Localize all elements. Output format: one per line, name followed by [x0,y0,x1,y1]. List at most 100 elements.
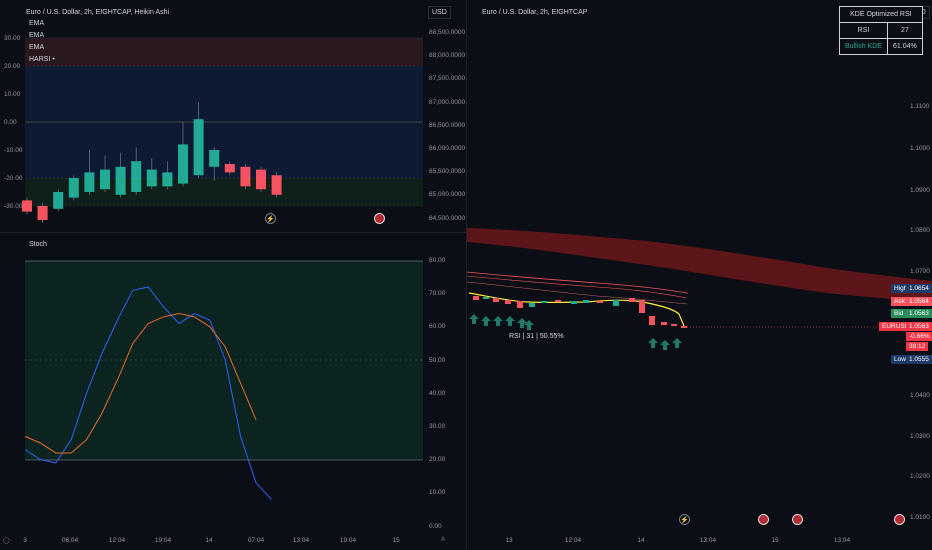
price-candle [493,298,499,302]
left-time-tick: 14 [205,537,213,544]
harsi-left-tick: 20.00 [4,63,21,70]
overbought-zone [25,38,423,66]
lightning-icon[interactable]: ⚡ [265,213,276,224]
price-candle [583,300,589,303]
price-candle [483,297,489,299]
left-time-tick: 3 [23,537,27,544]
kde-bullish-value: 61.04% [886,38,923,55]
price-candle [529,303,535,307]
buy-arrow-icon [505,316,515,326]
stoch-right-tick: 0.00 [429,522,442,530]
event-flag-icon-2[interactable] [792,514,803,525]
buy-arrow-icon [481,316,491,326]
kde-rsi-value: 27 [886,22,923,39]
harsi-candle [146,169,157,187]
price-candle [639,300,645,313]
buy-arrow-icon [493,316,503,326]
harsi-candle [193,119,204,176]
pane-separator[interactable] [0,232,466,233]
price-candle [517,301,523,308]
harsi-right-tick: 84,500.0000 [429,214,466,222]
zoom-icon[interactable]: ◯ [3,538,10,544]
stoch-d-line [24,313,257,454]
high-badge-label: High [891,284,911,293]
bid-badge-value: 1.0563 [906,309,932,318]
harsi-candle [53,192,64,209]
buy-arrow-icon [469,314,479,324]
event-flag-icon-3[interactable] [894,514,905,525]
left-time-axis[interactable]: 3 06:04 12:04 19:04 14 07:04 13:04 19:04 15 [0,533,466,550]
kde-rsi-table: KDE Optimized RSI RSI 27 Bullish KDE 61.… [839,6,923,55]
harsi-legend[interactable]: HARSI • [29,56,55,63]
ask-badge-label: Ask [891,297,908,306]
countdown-badge: 38:12 [906,342,929,351]
kde-rsi-label: RSI [839,22,888,39]
harsi-candle [22,200,32,212]
main-time-tick: 13 [505,537,513,544]
harsi-right-tick: 86,000.0000 [429,145,466,152]
main-time-tick: 14 [637,537,645,544]
left-time-tick: 19:04 [154,537,172,544]
left-time-tick: 07:04 [247,537,265,544]
chart-split-divider[interactable] [466,0,467,550]
main-time-tick: 13:04 [699,537,717,544]
ema-line-3 [467,281,688,305]
harsi-right-tick: 87,000.0000 [429,98,466,106]
main-lightning-icon[interactable]: ⚡ [679,514,690,525]
symbol-badge-label: EURUSD [879,322,913,331]
left-time-tick: 06:04 [61,537,79,544]
event-flag-icon[interactable] [374,213,385,224]
price-candle [473,296,479,300]
change-badge: -0.66% [906,332,932,341]
harsi-left-tick: -10.00 [4,147,23,154]
harsi-right-tick: 85,000.0000 [429,191,466,199]
price-candle [681,326,687,328]
stoch-right-tick: 30.00 [429,423,446,430]
harsi-candle [256,169,266,190]
ema-legend-1[interactable]: EMA [29,20,45,27]
harsi-candle [162,172,173,187]
buy-arrow-icon [672,338,682,348]
stoch-title[interactable]: Stoch [29,241,47,248]
event-flag-icon-1[interactable] [758,514,769,525]
price-candle [505,300,511,304]
price-tick: 1.0700 [910,268,930,275]
price-tick: 1.0800 [910,227,930,234]
ema-line-1 [467,271,688,294]
price-candle [629,298,635,302]
harsi-candle [100,169,110,190]
harsi-left-tick: -20.00 [4,175,23,182]
harsi-right-tick: 88,000.0000 [429,52,466,60]
harsi-candle [209,150,220,167]
stoch-right-tick: 40.00 [429,389,446,397]
stoch-right-tick: 80.00 [429,257,446,264]
main-chart-pane[interactable]: Euro / U.S. Dollar, 2h, EIGHTCAP USD RSI… [467,0,932,550]
harsi-right-tick: 85,500.0000 [429,168,466,176]
main-time-tick: 12:04 [564,537,582,544]
main-price-chart [467,228,932,350]
main-time-tick: 13:04 [833,537,851,544]
ema-legend-2[interactable]: EMA [29,32,45,39]
main-chart-title: Euro / U.S. Dollar, 2h, EIGHTCAP [482,9,588,16]
currency-button[interactable]: USD [428,6,451,19]
ema-legend-3[interactable]: EMA [29,44,45,51]
auto-scale-icon[interactable]: A [441,537,446,543]
harsi-left-tick: 30.00 [4,35,21,42]
buy-arrow-icon [660,340,670,350]
harsi-candle [240,166,251,187]
buy-arrow-icon [524,320,534,330]
harsi-right-tick: 88,500.0000 [429,29,466,36]
stoch-pane[interactable]: Stoch 80.00 70.00 60.00 50.00 40.00 30.00 20.0… [0,233,466,533]
stoch-right-tick: 70.00 [429,290,446,298]
buy-arrow-icon [648,338,658,348]
stoch-band [25,261,423,460]
stoch-right-tick: 20.00 [429,456,446,464]
cloud-band [467,228,932,302]
price-candle [541,301,547,303]
left-time-tick: 12:04 [108,537,126,544]
harsi-pane[interactable]: Euro / U.S. Dollar, 2h, EIGHTCAP, Heikin… [0,0,466,232]
bid-badge-label: Bid [891,309,907,318]
chart-title: Euro / U.S. Dollar, 2h, EIGHTCAP, Heikin… [26,9,170,16]
harsi-candle [271,175,282,195]
price-candle [649,316,655,325]
